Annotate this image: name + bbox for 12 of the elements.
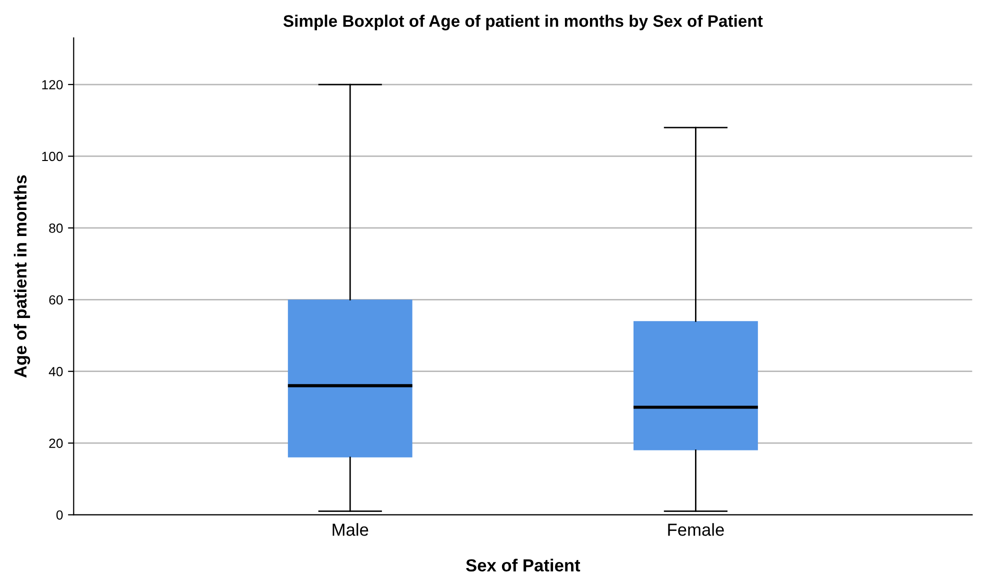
- x-axis-title: Sex of Patient: [466, 558, 580, 572]
- y-tick-label: 100: [42, 152, 63, 162]
- y-tick-label: 20: [49, 438, 63, 448]
- y-tick-label: 0: [56, 510, 63, 520]
- y-tick-label: 40: [48, 366, 63, 376]
- x-tick-label: Female: [668, 523, 724, 536]
- y-tick-label: 80: [49, 224, 63, 233]
- y-tick-label: 120: [42, 80, 63, 90]
- chart-title: Simple Boxplot of Age of patient in months by Sex of Patient: [283, 14, 763, 30]
- y-tick-label: 60: [49, 295, 63, 305]
- x-tick-label: Male: [332, 523, 368, 536]
- y-axis-title: Age of patient in months: [14, 175, 30, 378]
